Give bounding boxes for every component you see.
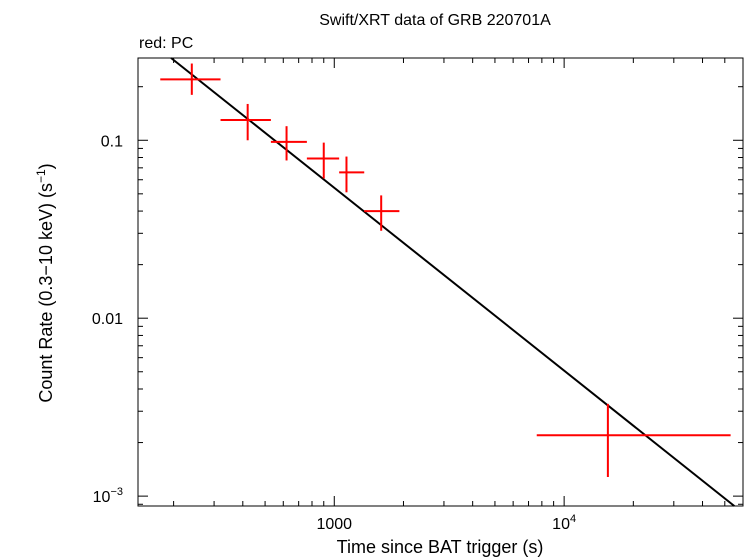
data-point [364,195,400,231]
y-tick-label-base: 0.1 [101,133,123,150]
data-point [339,156,365,193]
axis-ticks [138,58,744,506]
y-tick-label-base: 0.01 [92,311,123,328]
x-tick-label-exponent: 4 [570,513,576,525]
data-point [306,142,340,179]
y-tick-label-exponent: −3 [110,486,123,498]
model-fit-line [170,57,735,507]
x-tick-label-base: 10 [552,516,570,533]
data-points [160,63,731,478]
y-tick-label: 10−3 [93,486,123,506]
y-axis-label: Count Rate (0.3−10 keV) (s−1) [34,163,56,402]
y-axis-label-exponent: −1 [34,169,48,183]
x-tick-label: 104 [552,513,576,533]
y-axis-label-main: Count Rate (0.3−10 keV) (s [36,183,56,403]
y-tick-label: 0.01 [92,311,123,328]
data-point [160,63,221,95]
y-tick-label: 0.1 [101,133,123,150]
chart-title: Swift/XRT data of GRB 220701A [319,12,551,29]
x-tick-label-base: 1000 [316,516,352,533]
y-axis-label-close: ) [36,163,56,169]
x-axis-label: Time since BAT trigger (s) [337,537,544,557]
data-point [270,126,307,161]
chart-subtitle: red: PC [139,35,193,52]
data-point [220,103,271,141]
y-tick-label-base: 10 [93,489,111,506]
plot-frame [137,57,744,507]
data-point [536,403,731,478]
x-tick-label: 1000 [316,516,352,533]
